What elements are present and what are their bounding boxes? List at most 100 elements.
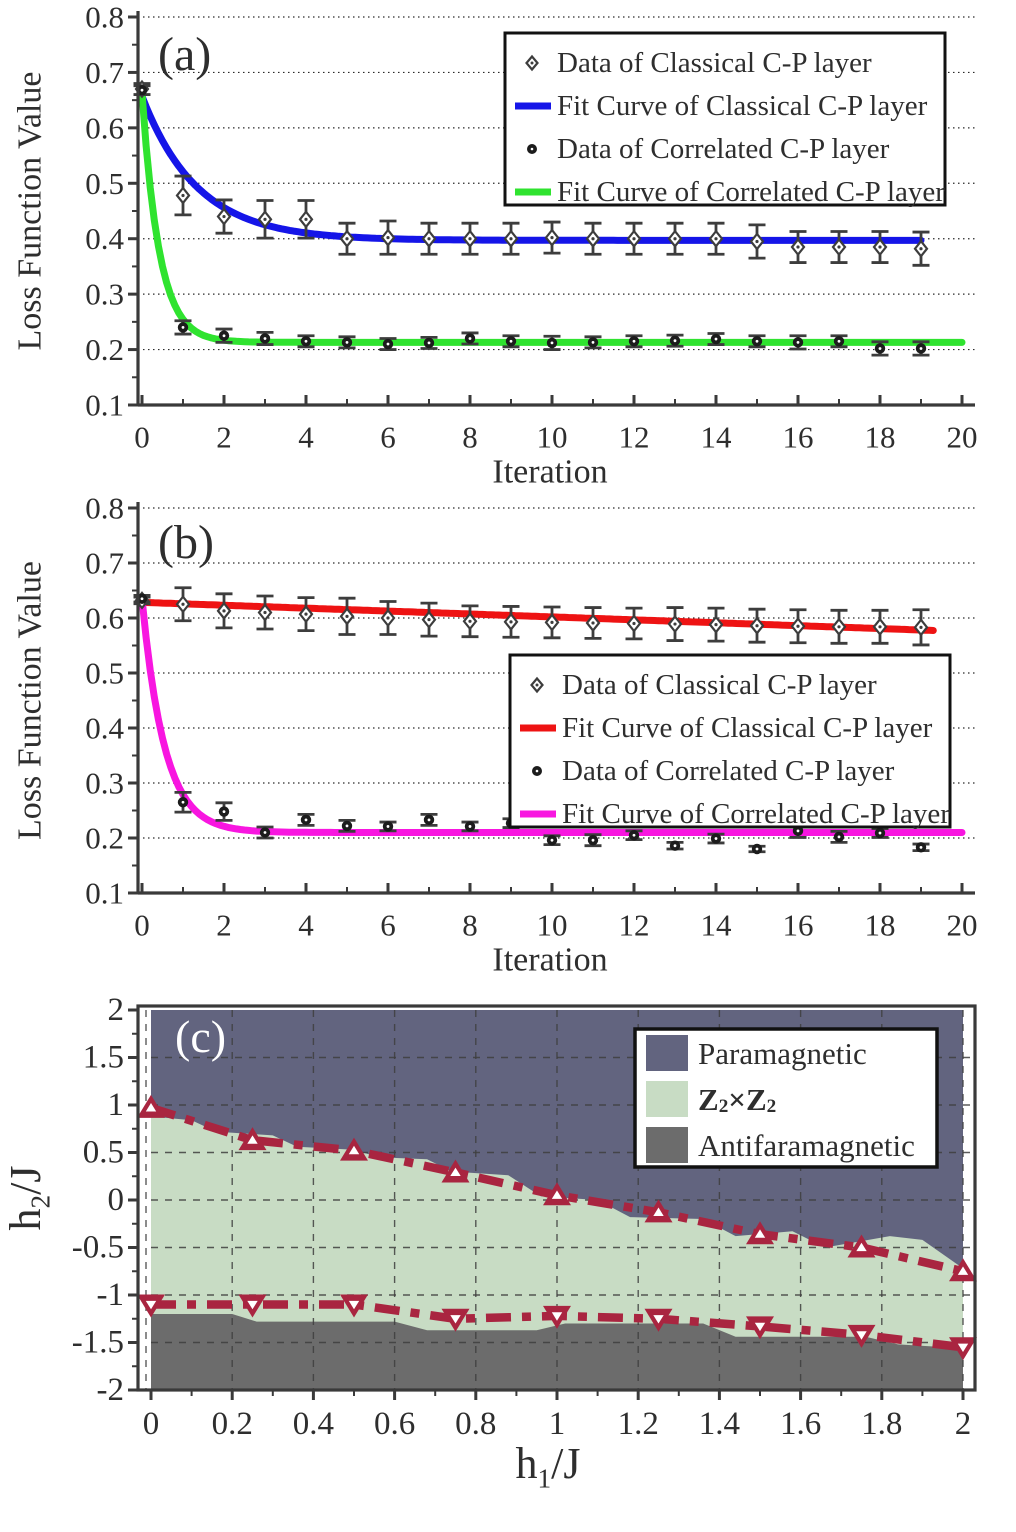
panel-label: (a) [158, 28, 211, 81]
circle-marker-center [796, 340, 800, 344]
y-tick-label: 0 [108, 1182, 125, 1218]
diamond-marker-center [263, 610, 267, 615]
legend-box [508, 653, 952, 829]
x-tick-label: 2 [955, 1406, 972, 1442]
triangle-up-marker-center [653, 1207, 664, 1216]
fit-curve-classical [138, 598, 937, 634]
y-tick-label: 0.5 [85, 656, 124, 691]
x-tick-label: 20 [947, 908, 978, 943]
triangle-up-marker-center [957, 1266, 969, 1275]
x-tick-label: 14 [701, 420, 733, 455]
diamond-marker-center [714, 623, 718, 627]
circle-marker-center [427, 818, 431, 822]
fit-curve-classical [138, 92, 925, 244]
x-tick-label: 6 [380, 420, 396, 455]
circle-marker-center [468, 337, 472, 340]
triangle-up-marker-center [450, 1167, 461, 1177]
y-tick-label: 0.4 [85, 711, 124, 746]
y-tick-label: 0.5 [85, 166, 124, 201]
circle-marker-center [673, 339, 677, 343]
circle-marker-center [714, 837, 718, 840]
diamond-marker-center [919, 247, 923, 251]
series-correlated-data [133, 84, 930, 357]
y-tick-label: 0.6 [85, 110, 124, 145]
diamond-marker-center [550, 236, 554, 240]
legend-label: Fit Curve of Classical C-P layer [562, 712, 933, 744]
diamond-marker-center [468, 237, 472, 241]
diamond-marker-center [673, 622, 677, 626]
legend-swatch [646, 1081, 688, 1117]
y-tick-label: 0.4 [85, 221, 124, 256]
circle-marker-center [755, 339, 759, 343]
diamond-marker-center [755, 239, 759, 244]
diamond-marker-center [345, 237, 349, 241]
x-tick-label: 4 [298, 908, 314, 943]
circle-marker-center [550, 838, 554, 842]
circle-marker-center [673, 844, 677, 848]
circle-marker-center [222, 810, 226, 813]
diamond-marker-center [509, 620, 513, 624]
circle-marker-center [345, 824, 349, 828]
panel-c-phase-diagram: 0 0.2 0.4 0.6 0.8 1 1.2 1.4 1.6 1.8 2 2 1.5 1 0.5 0 -0.5… [1, 992, 977, 1494]
x-tick-label: 1.2 [618, 1406, 659, 1442]
panel-b-loss-chart: Data of Classical C-P layer Fit Curve of … [12, 491, 978, 979]
diamond-marker-center [837, 245, 841, 249]
upper-phase-boundary [137, 1094, 977, 1282]
panel-label: (c) [175, 1011, 226, 1062]
circle-marker-center [140, 88, 144, 92]
diamond-marker-center [468, 619, 472, 623]
diamond-marker-center [386, 236, 390, 240]
x-tick-label: 10 [537, 420, 568, 455]
y-tick-label: 1 [108, 1087, 125, 1123]
circle-marker-center [263, 831, 267, 834]
legend-label: Data of Classical C-P layer [562, 669, 877, 701]
circle-marker-center [632, 833, 636, 837]
x-tick-label: 0 [134, 420, 150, 455]
diamond-marker-center [837, 625, 841, 629]
diamond-marker-center [550, 620, 554, 624]
x-tick-label: 8 [462, 420, 478, 455]
diamond-marker-center [673, 237, 677, 241]
triangle-down-marker-center [247, 1300, 258, 1310]
circle-marker-center [714, 337, 718, 341]
legend-swatch [646, 1127, 688, 1163]
diamond-marker-center [386, 616, 390, 620]
triangle-up-marker-center [348, 1145, 360, 1155]
legend-circle-marker-center [535, 769, 539, 773]
triangle-down-marker-center [551, 1312, 563, 1321]
diamond-marker-center [263, 217, 267, 221]
triangle-down-marker-center [145, 1300, 157, 1310]
x-tick-label: 1.6 [780, 1406, 821, 1442]
legend-diamond-marker-center [530, 61, 534, 65]
circle-marker-center [796, 829, 800, 833]
y-tick-label: 0.3 [85, 766, 124, 801]
circle-marker-center [222, 334, 226, 338]
legend: Paramagnetic Z2×Z2 Antifaramagnetic [633, 1027, 939, 1169]
triangle-down-marker-center [754, 1322, 766, 1332]
panel-a-loss-chart: Data of Classical C-P layer Fit Curve of … [12, 0, 978, 490]
circle-marker-center [919, 845, 923, 849]
x-tick-label: 12 [619, 420, 650, 455]
x-tick-label: 8 [462, 908, 478, 943]
panel-label: (b) [158, 516, 214, 569]
diamond-marker-center [796, 245, 800, 249]
series-classical-data [133, 79, 930, 267]
y-axis-label: Loss Function Value [12, 561, 49, 840]
circle-marker-center [140, 597, 144, 601]
legend: Data of Classical C-P layer Fit Curve of … [508, 653, 952, 830]
x-tick-label: 20 [947, 420, 978, 455]
x-axis-label: Iteration [492, 942, 607, 979]
legend-label: Data of Correlated C-P layer [562, 755, 895, 787]
y-axis-label: h2/J [1, 1166, 56, 1231]
diamond-marker-center [427, 618, 431, 622]
x-tick-label: 0 [143, 1406, 160, 1442]
x-axis-label: h1/J [516, 1439, 581, 1494]
diamond-marker-center [632, 621, 636, 626]
y-tick-label: 0.7 [85, 546, 124, 581]
circle-marker-center [509, 339, 513, 343]
circle-marker-center [550, 341, 554, 345]
diamond-marker-center [878, 625, 882, 629]
x-tick-label: 6 [380, 908, 396, 943]
y-tick-label: 0.7 [85, 55, 124, 90]
x-tick-label: 0 [134, 908, 150, 943]
